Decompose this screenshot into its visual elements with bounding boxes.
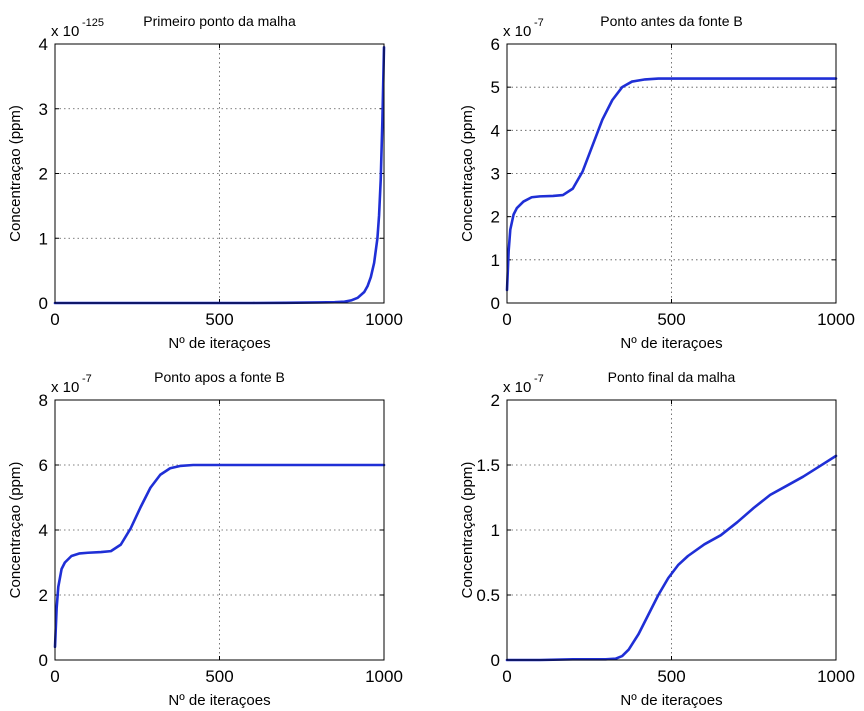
data-line (53, 463, 386, 649)
data-line (505, 77, 838, 292)
y-tick-label: 1 (491, 521, 500, 540)
x-tick-label: 500 (657, 310, 685, 329)
y-tick-label: 0 (491, 294, 500, 313)
y-tick-label: 4 (39, 35, 48, 54)
x-tick-label: 0 (502, 310, 511, 329)
axes-frame (54, 43, 385, 304)
x-tick-label: 1000 (365, 667, 403, 686)
y-tick-label: 4 (491, 121, 500, 140)
y-tick-label: 4 (39, 521, 48, 540)
x-tick-label: 0 (50, 667, 59, 686)
x-tick-label: 0 (50, 310, 59, 329)
y-multiplier-exponent: -125 (82, 17, 104, 29)
x-tick-label: 500 (657, 667, 685, 686)
y-axis-label: Concentraçao (ppm) (459, 462, 476, 599)
x-axis-label: Nº de iteraçoes (620, 335, 722, 352)
y-tick-label: 2 (491, 208, 500, 227)
y-tick-label: 0 (39, 651, 48, 670)
y-axis-label: Concentraçao (ppm) (7, 462, 24, 599)
x-axis-label: Nº de iteraçoes (168, 335, 270, 352)
y-tick-label: 0 (491, 651, 500, 670)
x-tick-label: 1000 (817, 310, 855, 329)
x-axis-label: Nº de iteraçoes (168, 692, 270, 709)
y-tick-label: 2 (39, 165, 48, 184)
y-tick-label: 3 (39, 100, 48, 119)
y-multiplier-base: x 10 (51, 379, 79, 396)
y-multiplier-exponent: -7 (534, 17, 544, 29)
y-tick-label: 8 (39, 391, 48, 410)
y-multiplier-base: x 10 (51, 23, 79, 40)
chart-title: Ponto apos a fonte B (154, 369, 285, 385)
axes-frame (506, 399, 837, 661)
y-tick-label: 3 (491, 165, 500, 184)
data-line (505, 454, 838, 662)
axes-frame (506, 43, 837, 304)
y-tick-label: 6 (491, 35, 500, 54)
x-tick-label: 500 (205, 667, 233, 686)
chart-title: Primeiro ponto da malha (143, 13, 296, 29)
x-axis-label: Nº de iteraçoes (620, 692, 722, 709)
y-axis-label: Concentraçao (ppm) (459, 105, 476, 242)
y-tick-label: 2 (39, 586, 48, 605)
y-multiplier-base: x 10 (503, 23, 531, 40)
x-tick-label: 1000 (817, 667, 855, 686)
y-tick-label: 5 (491, 78, 500, 97)
y-axis-label: Concentraçao (ppm) (7, 105, 24, 242)
y-tick-label: 1.5 (476, 456, 500, 475)
x-tick-label: 0 (502, 667, 511, 686)
y-multiplier-exponent: -7 (82, 373, 92, 385)
y-multiplier-base: x 10 (503, 379, 531, 396)
y-tick-label: 0.5 (476, 586, 500, 605)
chart-title: Ponto antes da fonte B (600, 13, 742, 29)
y-tick-label: 1 (39, 229, 48, 248)
x-tick-label: 1000 (365, 310, 403, 329)
x-tick-label: 500 (205, 310, 233, 329)
y-tick-label: 0 (39, 294, 48, 313)
y-multiplier-exponent: -7 (534, 373, 544, 385)
y-tick-label: 6 (39, 456, 48, 475)
axes-frame (54, 399, 385, 661)
y-tick-label: 1 (491, 251, 500, 270)
y-tick-label: 2 (491, 391, 500, 410)
chart-title: Ponto final da malha (608, 369, 736, 385)
